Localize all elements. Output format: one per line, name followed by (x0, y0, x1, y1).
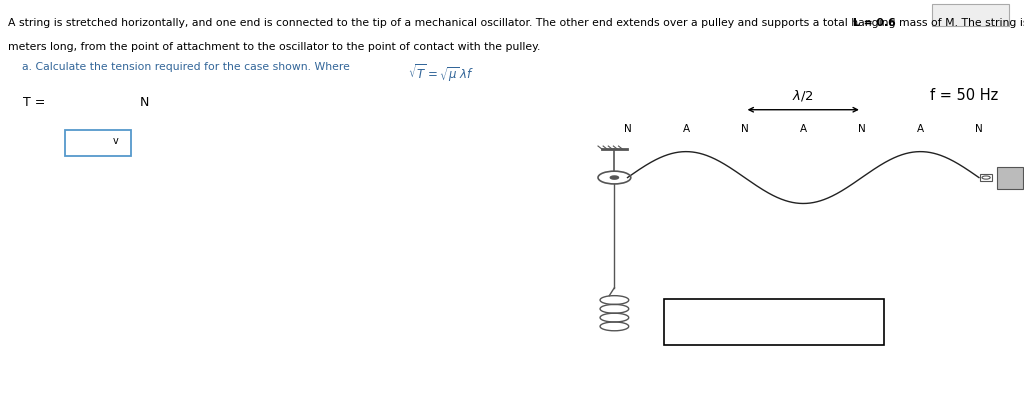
Text: $\lambda/2$: $\lambda/2$ (793, 87, 814, 103)
Text: N: N (624, 124, 632, 134)
Text: T =: T = (23, 96, 45, 109)
Text: f = 50 Hz: f = 50 Hz (930, 87, 998, 103)
Text: A string is stretched horizontally, and one end is connected to the tip of a mec: A string is stretched horizontally, and … (8, 18, 1024, 28)
Text: N: N (139, 96, 148, 109)
Text: meters long, from the point of attachment to the oscillator to the point of cont: meters long, from the point of attachmen… (8, 42, 541, 52)
Circle shape (610, 176, 618, 179)
Circle shape (982, 176, 990, 179)
Text: L = 0.6: L = 0.6 (853, 18, 896, 28)
Text: A: A (683, 124, 689, 134)
Text: A: A (800, 124, 807, 134)
Text: v: v (113, 136, 119, 146)
Bar (997, 166, 1023, 188)
Bar (980, 174, 992, 181)
Bar (664, 299, 884, 345)
Bar (932, 4, 1009, 26)
Text: $\sqrt{T}=\sqrt{\mu}\,\lambda f$: $\sqrt{T}=\sqrt{\mu}\,\lambda f$ (408, 62, 473, 84)
Bar (65, 130, 131, 156)
Text: a. Calculate the tension required for the case shown. Where: a. Calculate the tension required for th… (8, 62, 353, 72)
Text: N: N (858, 124, 865, 134)
Text: N: N (975, 124, 983, 134)
Text: A: A (916, 124, 924, 134)
Text: $\mu = 3*10^{-4}$  kg/m: $\mu = 3*10^{-4}$ kg/m (681, 311, 818, 333)
Text: N: N (740, 124, 749, 134)
